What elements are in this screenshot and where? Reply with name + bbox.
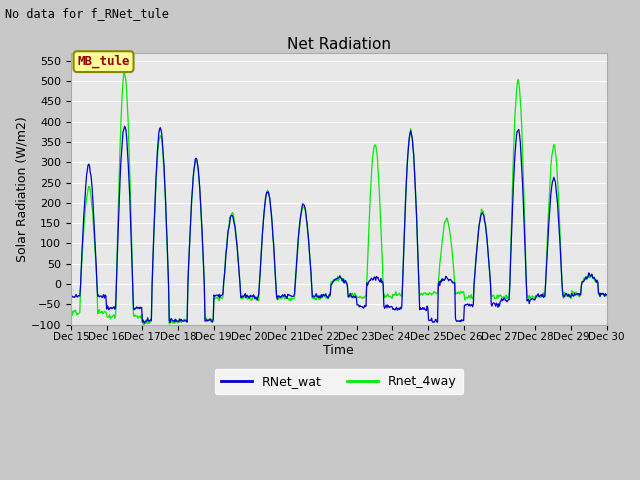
Rnet_4way: [132, 313, 140, 319]
RNet_wat: [188, 197, 195, 203]
Text: MB_tule: MB_tule: [77, 55, 130, 68]
Line: RNet_wat: RNet_wat: [71, 126, 607, 323]
Rnet_4way: [67, 310, 75, 316]
RNet_wat: [421, 307, 429, 312]
RNet_wat: [405, 135, 413, 141]
RNet_wat: [132, 304, 140, 310]
Rnet_4way: [188, 201, 195, 207]
Line: Rnet_4way: Rnet_4way: [71, 73, 607, 324]
Title: Net Radiation: Net Radiation: [287, 36, 391, 51]
RNet_wat: [67, 293, 75, 299]
Rnet_4way: [603, 293, 611, 299]
Rnet_4way: [140, 322, 148, 327]
Legend: RNet_wat, Rnet_4way: RNet_wat, Rnet_4way: [214, 369, 463, 395]
Y-axis label: Solar Radiation (W/m2): Solar Radiation (W/m2): [15, 116, 28, 262]
RNet_wat: [603, 292, 611, 298]
Rnet_4way: [405, 136, 413, 142]
Rnet_4way: [216, 294, 224, 300]
RNet_wat: [121, 123, 129, 129]
X-axis label: Time: Time: [323, 344, 354, 357]
Rnet_4way: [77, 284, 84, 289]
Rnet_4way: [421, 290, 429, 296]
RNet_wat: [141, 320, 148, 326]
Rnet_4way: [120, 71, 127, 76]
RNet_wat: [77, 282, 84, 288]
Text: No data for f_RNet_tule: No data for f_RNet_tule: [5, 7, 169, 20]
RNet_wat: [216, 295, 224, 300]
